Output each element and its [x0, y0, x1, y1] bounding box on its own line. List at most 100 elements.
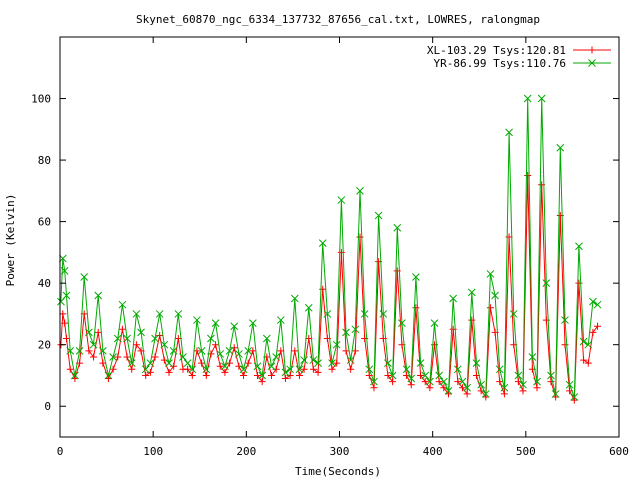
data-point	[104, 375, 112, 383]
data-point	[202, 365, 211, 374]
data-point	[244, 346, 253, 355]
data-point	[286, 371, 294, 379]
data-point	[542, 279, 551, 288]
data-point	[272, 353, 281, 361]
data-point	[505, 128, 513, 137]
data-point	[235, 350, 243, 358]
data-point	[356, 186, 364, 195]
data-point	[500, 390, 508, 398]
y-tick-label: 0	[44, 400, 51, 413]
data-point	[188, 371, 196, 379]
data-point	[477, 380, 485, 389]
data-point	[137, 328, 145, 337]
data-point	[221, 362, 229, 371]
data-point	[207, 334, 215, 343]
data-point	[63, 335, 71, 343]
data-point	[365, 365, 374, 374]
data-point	[123, 353, 131, 361]
data-point	[309, 365, 317, 373]
data-point	[454, 378, 462, 386]
data-point	[62, 291, 71, 300]
data-point	[151, 334, 159, 343]
data-point	[300, 365, 308, 373]
data-point	[281, 368, 290, 377]
data-point	[267, 362, 276, 371]
data-point	[225, 346, 234, 355]
data-point	[533, 384, 541, 392]
data-point	[551, 390, 560, 398]
data-point	[481, 390, 490, 398]
data-point	[570, 396, 578, 404]
data-point	[188, 365, 197, 374]
data-point	[580, 356, 588, 364]
data-point	[351, 347, 359, 355]
data-point	[211, 319, 220, 328]
data-point	[347, 365, 355, 373]
data-point	[132, 310, 141, 318]
data-point	[533, 377, 541, 386]
data-point	[174, 310, 183, 318]
data-point	[486, 270, 495, 278]
data-point	[495, 365, 504, 374]
data-point	[556, 143, 565, 152]
data-point	[435, 371, 444, 380]
data-point	[291, 347, 299, 355]
data-point	[477, 387, 485, 395]
data-point	[254, 371, 262, 379]
data-point	[160, 356, 168, 364]
data-point	[430, 319, 439, 328]
data-point	[267, 371, 275, 379]
data-point	[202, 371, 210, 379]
data-point	[323, 310, 332, 318]
data-point	[221, 368, 229, 376]
data-point	[370, 384, 378, 392]
data-point	[71, 371, 79, 380]
x-tick-label: 200	[236, 445, 256, 458]
data-point	[449, 294, 458, 303]
series-line	[60, 175, 598, 403]
data-point	[417, 371, 425, 379]
data-point	[60, 266, 69, 275]
data-point	[421, 378, 429, 386]
data-point	[333, 359, 341, 367]
data-point	[230, 344, 238, 352]
data-point	[342, 328, 350, 337]
data-point	[453, 365, 462, 374]
data-point	[258, 378, 266, 386]
data-point	[318, 239, 327, 248]
data-point	[170, 362, 178, 370]
data-point	[66, 365, 74, 373]
x-tick-label: 400	[423, 445, 443, 458]
data-point	[85, 328, 93, 337]
data-point	[193, 316, 201, 324]
data-point	[440, 384, 448, 392]
data-point	[57, 297, 65, 306]
data-point	[80, 273, 89, 281]
data-point	[75, 346, 84, 355]
data-point	[127, 359, 136, 368]
data-point	[212, 341, 220, 349]
data-point	[496, 378, 504, 386]
data-point	[328, 365, 336, 373]
data-point	[113, 334, 122, 343]
data-point	[230, 322, 239, 331]
data-point	[240, 371, 248, 379]
legend-marker	[588, 46, 596, 54]
data-point	[435, 378, 443, 386]
data-point	[537, 94, 546, 103]
data-point	[286, 365, 294, 374]
data-point	[258, 371, 267, 380]
data-point	[184, 365, 192, 373]
data-point	[281, 375, 289, 383]
data-point	[183, 359, 192, 368]
data-point	[565, 380, 574, 389]
data-point	[519, 380, 527, 389]
data-point	[262, 334, 271, 343]
data-point	[370, 377, 378, 386]
ticks-layer: 0 100 200 300 400 500 600 0 20 40 60 80 100	[31, 37, 629, 458]
data-point	[118, 300, 127, 309]
legend-marker	[588, 59, 596, 67]
series-2	[57, 94, 602, 401]
x-tick-label: 0	[57, 445, 64, 458]
data-point	[197, 346, 206, 355]
